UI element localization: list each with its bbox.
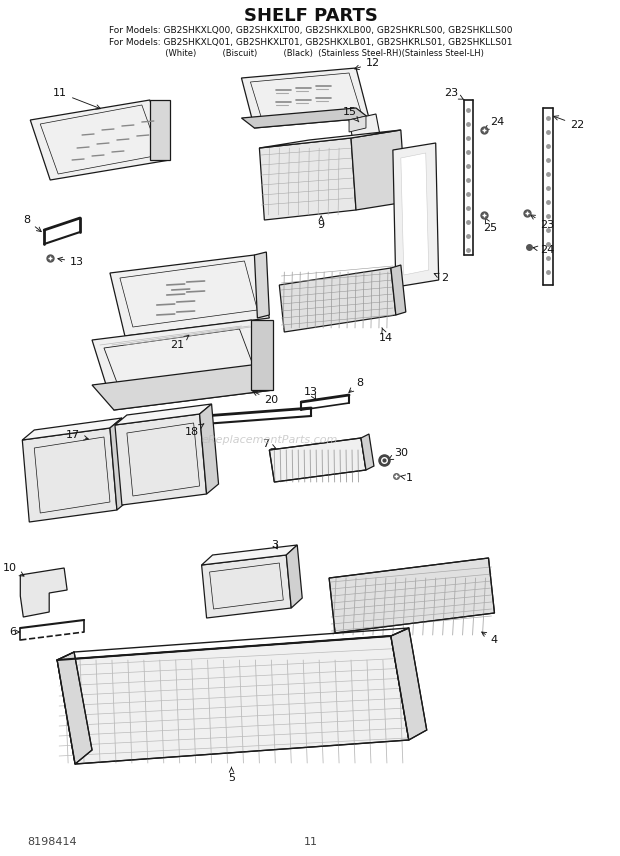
Polygon shape	[22, 428, 117, 522]
Text: 17: 17	[66, 430, 89, 440]
Text: 11: 11	[304, 837, 318, 847]
Text: 12: 12	[355, 58, 380, 69]
Text: 18: 18	[185, 424, 204, 437]
Polygon shape	[110, 255, 269, 336]
Polygon shape	[241, 108, 369, 128]
Polygon shape	[115, 404, 211, 425]
Polygon shape	[30, 100, 170, 180]
Polygon shape	[280, 268, 396, 332]
Text: 10: 10	[3, 563, 24, 576]
Polygon shape	[202, 545, 297, 565]
Polygon shape	[110, 418, 129, 510]
Text: 11: 11	[53, 88, 100, 109]
Polygon shape	[361, 434, 374, 470]
Polygon shape	[269, 438, 366, 482]
Text: 14: 14	[379, 328, 393, 343]
Text: 23: 23	[531, 215, 554, 230]
Text: 6: 6	[9, 627, 19, 637]
Text: 15: 15	[343, 107, 359, 122]
Polygon shape	[401, 153, 429, 275]
Polygon shape	[349, 116, 366, 132]
Text: 25: 25	[484, 217, 498, 233]
Polygon shape	[22, 418, 122, 440]
Polygon shape	[150, 100, 170, 160]
Polygon shape	[202, 555, 291, 618]
Text: 24: 24	[533, 245, 554, 255]
Polygon shape	[57, 652, 92, 764]
Text: SHELF PARTS: SHELF PARTS	[244, 7, 378, 25]
Text: 2: 2	[434, 273, 448, 283]
Text: 22: 22	[554, 116, 585, 130]
Text: 30: 30	[389, 448, 408, 460]
Polygon shape	[351, 130, 406, 210]
Polygon shape	[92, 320, 273, 410]
Polygon shape	[259, 130, 401, 148]
Polygon shape	[391, 628, 427, 740]
Polygon shape	[57, 636, 409, 764]
Polygon shape	[286, 545, 302, 608]
Text: For Models: GB2SHKXLQ01, GB2SHKXLT01, GB2SHKXLB01, GB2SHKRLS01, GB2SHKLLS01: For Models: GB2SHKXLQ01, GB2SHKXLT01, GB…	[110, 38, 513, 46]
Text: 24: 24	[484, 117, 505, 129]
Polygon shape	[259, 138, 356, 220]
Text: 1: 1	[401, 473, 413, 483]
Text: 13: 13	[304, 387, 318, 400]
Text: 8198414: 8198414	[27, 837, 77, 847]
Text: 4: 4	[482, 632, 498, 645]
Text: 23: 23	[445, 88, 464, 99]
Text: 9: 9	[317, 216, 325, 230]
Polygon shape	[391, 265, 406, 315]
Text: For Models: GB2SHKXLQ00, GB2SHKXLT00, GB2SHKXLB00, GB2SHKRLS00, GB2SHKLLS00: For Models: GB2SHKXLQ00, GB2SHKXLT00, GB…	[110, 26, 513, 34]
Polygon shape	[115, 414, 206, 505]
Text: 21: 21	[170, 336, 189, 350]
Text: 20: 20	[253, 391, 278, 405]
Text: 8: 8	[349, 378, 363, 393]
Polygon shape	[252, 320, 273, 390]
Polygon shape	[254, 252, 269, 318]
Text: 13: 13	[58, 257, 84, 267]
Text: eReplacementParts.com: eReplacementParts.com	[201, 435, 337, 445]
Text: 8: 8	[23, 215, 42, 232]
Text: 3: 3	[272, 540, 278, 550]
Polygon shape	[349, 114, 381, 146]
Polygon shape	[393, 143, 439, 287]
Polygon shape	[200, 404, 218, 494]
Polygon shape	[92, 365, 273, 410]
Polygon shape	[20, 568, 67, 617]
Text: 5: 5	[228, 767, 235, 783]
Polygon shape	[241, 68, 369, 128]
Polygon shape	[329, 558, 495, 633]
Text: 7: 7	[262, 439, 276, 449]
Text: (White)          (Biscuit)          (Black)  (Stainless Steel-RH)(Stainless Stee: (White) (Biscuit) (Black) (Stainless Ste…	[139, 49, 484, 57]
